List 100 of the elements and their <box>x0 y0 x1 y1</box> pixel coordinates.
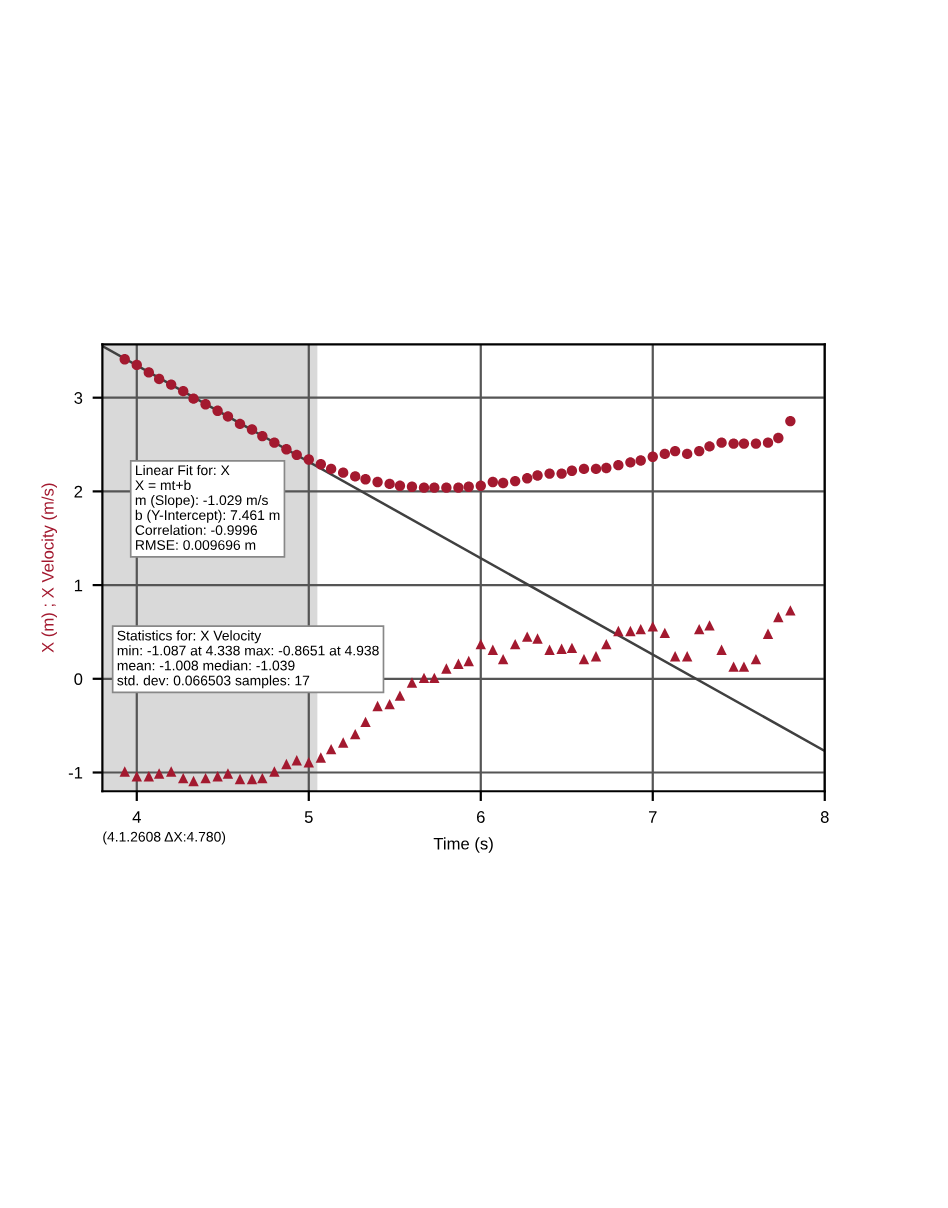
point <box>384 478 395 490</box>
point <box>738 661 750 672</box>
point <box>704 441 715 452</box>
point <box>590 651 602 662</box>
point <box>418 482 430 493</box>
x-tick-label: 6 <box>476 811 485 823</box>
point <box>281 444 292 455</box>
point <box>487 476 499 488</box>
point <box>234 418 246 430</box>
x-tick-label: 4 <box>132 811 141 823</box>
point <box>625 625 636 637</box>
point <box>635 623 646 635</box>
point <box>315 752 327 763</box>
point <box>532 470 543 481</box>
y-tick-label: 3 <box>74 392 83 404</box>
point <box>659 627 670 639</box>
point <box>246 424 258 435</box>
point <box>762 437 774 448</box>
point <box>509 475 521 487</box>
point <box>418 672 430 684</box>
point <box>694 623 705 635</box>
point <box>497 653 509 665</box>
point <box>509 638 521 650</box>
point <box>303 454 314 465</box>
point <box>728 661 739 672</box>
point <box>601 638 612 650</box>
point <box>303 756 314 768</box>
point <box>566 642 578 654</box>
point <box>234 773 246 785</box>
point <box>716 644 727 655</box>
x-tick-label: 7 <box>648 811 657 823</box>
point <box>659 448 670 460</box>
point <box>372 700 383 712</box>
point <box>463 655 474 667</box>
point <box>669 651 681 662</box>
point <box>222 768 234 779</box>
point <box>200 399 211 410</box>
point <box>143 771 155 782</box>
point <box>384 698 395 710</box>
point <box>325 463 337 475</box>
point <box>429 672 440 684</box>
point <box>773 611 784 623</box>
point <box>635 455 646 466</box>
point <box>556 643 567 655</box>
y-tick-label: -1 <box>68 767 83 779</box>
point <box>143 367 155 378</box>
point <box>544 644 555 655</box>
point <box>153 768 165 779</box>
point <box>475 480 486 491</box>
point <box>750 438 762 449</box>
point <box>647 451 658 462</box>
point <box>590 463 602 475</box>
point <box>165 766 177 777</box>
point <box>762 628 774 640</box>
point <box>522 473 533 484</box>
y-tick-label: 0 <box>74 673 83 685</box>
point <box>337 737 349 748</box>
point <box>360 474 371 485</box>
point <box>360 716 371 728</box>
point <box>178 772 189 784</box>
point <box>487 644 499 655</box>
point <box>441 482 452 493</box>
point <box>704 620 715 631</box>
point <box>291 449 302 461</box>
y-tick-label: 1 <box>74 579 83 592</box>
point <box>453 658 464 669</box>
point <box>350 728 361 740</box>
x-axis-title: Time (s) <box>433 837 493 853</box>
point <box>372 476 383 488</box>
x-tick-label: 8 <box>820 811 829 823</box>
y-axis-title: X (m) ; X Velocity (m/s) <box>41 483 58 653</box>
point <box>212 405 223 417</box>
point <box>153 373 165 385</box>
point <box>556 468 567 479</box>
point <box>578 463 590 475</box>
point <box>647 621 658 632</box>
point <box>257 430 268 442</box>
point <box>613 459 624 471</box>
point <box>269 437 280 448</box>
x-tick-label: 5 <box>304 811 313 823</box>
point <box>281 758 292 770</box>
point <box>246 773 258 785</box>
point <box>131 359 142 371</box>
point <box>291 755 302 766</box>
point <box>406 677 418 688</box>
point <box>566 465 578 476</box>
point <box>394 480 406 491</box>
point <box>178 385 189 397</box>
point <box>475 638 486 650</box>
point <box>785 605 796 616</box>
point <box>212 771 223 782</box>
point <box>429 482 440 493</box>
point <box>222 411 234 422</box>
point <box>497 477 509 489</box>
point <box>625 457 636 468</box>
point <box>406 481 418 492</box>
point <box>601 462 612 474</box>
point <box>257 772 268 784</box>
point <box>269 766 280 777</box>
point <box>773 432 784 444</box>
